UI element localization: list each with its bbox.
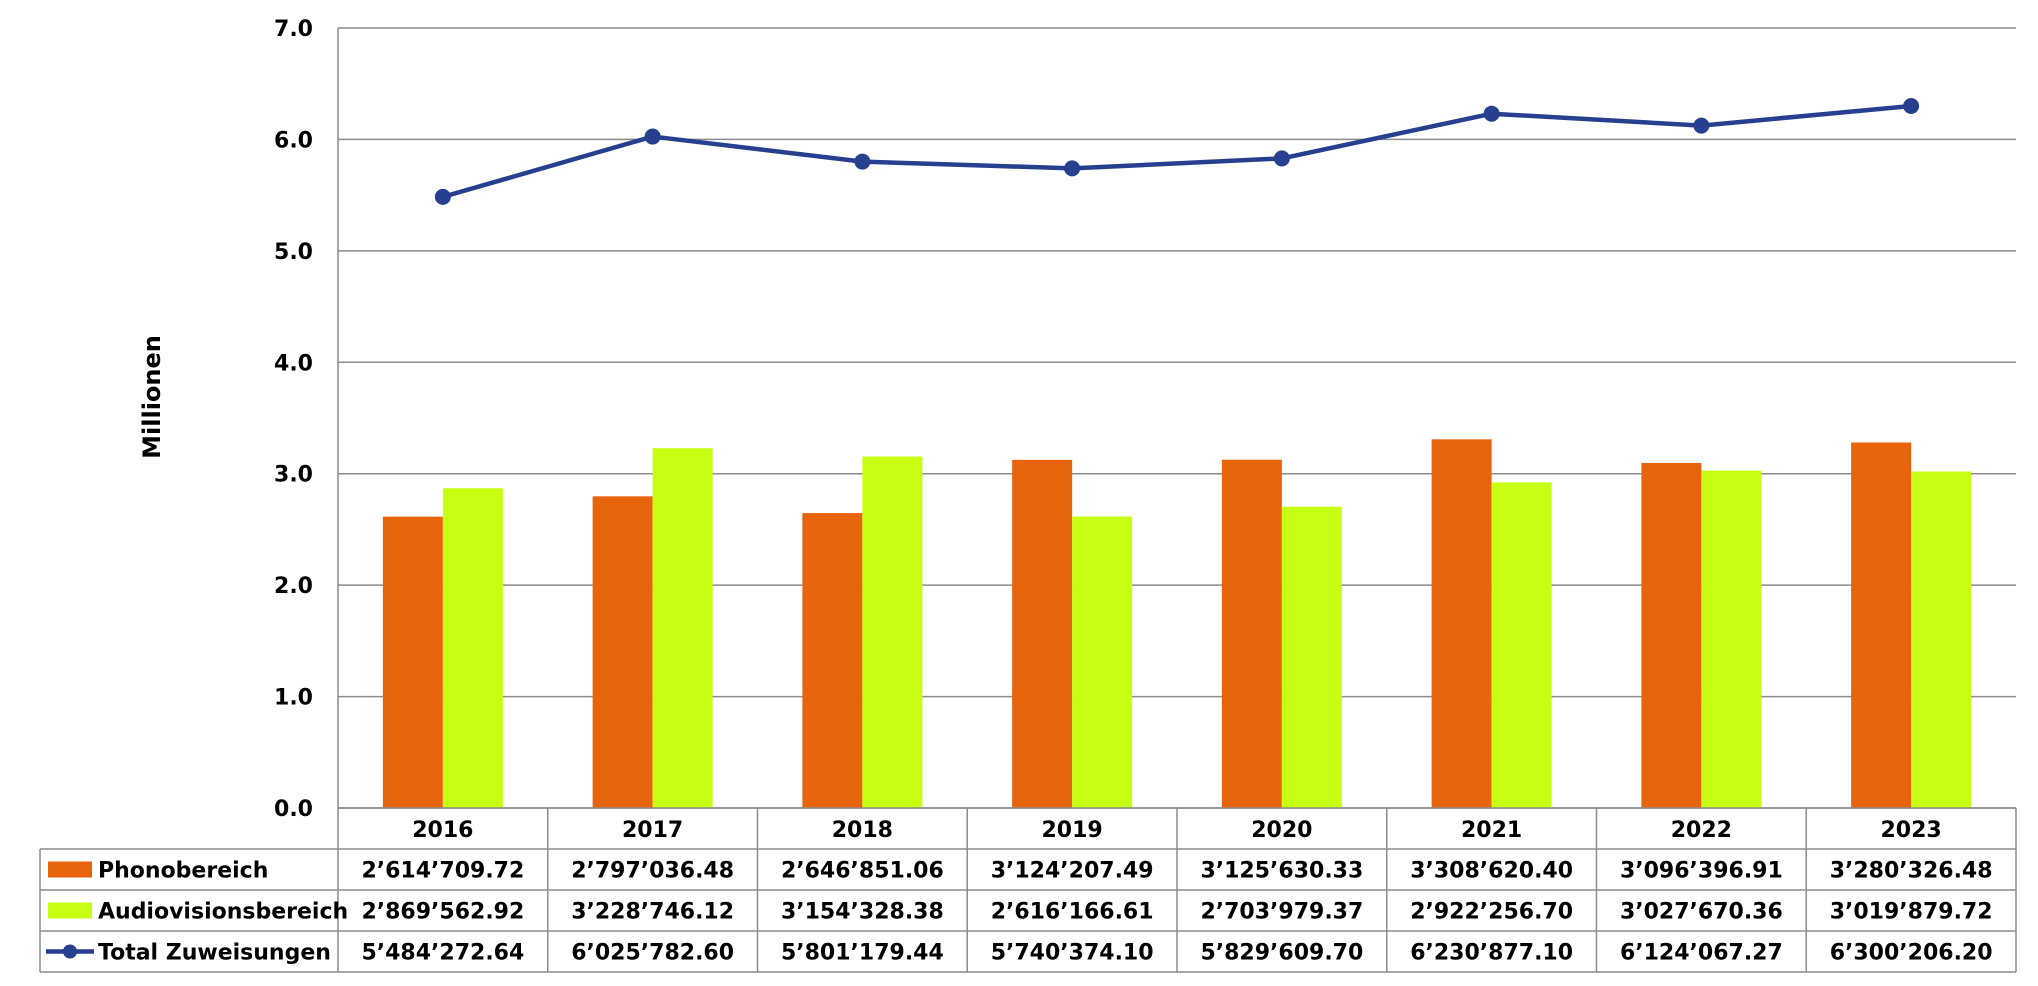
- bar-phonobereich: [1641, 462, 1702, 808]
- y-tick-label: 3.0: [274, 463, 313, 488]
- bar-audiovisionsbereich: [652, 448, 713, 808]
- legend-label: Phonobereich: [98, 859, 268, 884]
- legend-swatch-phonobereich: [48, 861, 92, 878]
- point-total-zuweisungen: [854, 153, 871, 170]
- table-cell-value: 5’829’609.70: [1200, 941, 1363, 966]
- y-tick-label: 4.0: [274, 351, 313, 376]
- legend-label: Audiovisionsbereich: [98, 900, 348, 925]
- bar-phonobereich: [1221, 459, 1282, 808]
- bar-phonobereich: [382, 516, 443, 808]
- table-cell-value: 6’124’067.27: [1620, 941, 1783, 966]
- bar-audiovisionsbereich: [862, 456, 923, 808]
- point-total-zuweisungen: [1064, 160, 1081, 177]
- point-total-zuweisungen: [1273, 150, 1290, 167]
- table-cell-value: 2’614’709.72: [361, 859, 524, 884]
- table-cell-value: 3’154’328.38: [781, 900, 944, 925]
- bar-phonobereich: [592, 496, 653, 808]
- legend-label: Total Zuweisungen: [98, 941, 331, 966]
- table-cell-value: 2’797’036.48: [571, 859, 734, 884]
- table-cell-value: 6’025’782.60: [571, 941, 734, 966]
- table-cell-value: 5’740’374.10: [991, 941, 1154, 966]
- table-cell-value: 2’646’851.06: [781, 859, 944, 884]
- table-cell-value: 2’616’166.61: [991, 900, 1154, 925]
- legend-swatch-audiovisionsbereich: [48, 902, 92, 919]
- point-total-zuweisungen: [434, 188, 451, 205]
- table-cell-value: 5’801’179.44: [781, 941, 944, 966]
- table-cell-value: 3’096’396.91: [1620, 859, 1783, 884]
- table-cell-value: 6’230’877.10: [1410, 941, 1573, 966]
- table-cell-value: 6’300’206.20: [1830, 941, 1993, 966]
- category-label: 2023: [1881, 818, 1942, 843]
- y-tick-label: 5.0: [274, 240, 313, 265]
- category-label: 2019: [1042, 818, 1103, 843]
- bar-audiovisionsbereich: [1491, 482, 1552, 808]
- category-label: 2017: [622, 818, 683, 843]
- y-tick-label: 2.0: [274, 574, 313, 599]
- total-line: [434, 97, 1920, 205]
- table-cell-value: 3’125’630.33: [1200, 859, 1363, 884]
- y-axis-label: Millionen: [138, 335, 166, 459]
- category-label: 2018: [832, 818, 893, 843]
- bar-audiovisionsbereich: [442, 488, 503, 808]
- gridlines: [338, 27, 2016, 809]
- bar-audiovisionsbereich: [1072, 516, 1133, 808]
- point-total-zuweisungen: [1903, 97, 1920, 114]
- category-label: 2022: [1671, 818, 1732, 843]
- bar-audiovisionsbereich: [1281, 506, 1342, 808]
- y-tick-label: 1.0: [274, 686, 313, 711]
- bar-phonobereich: [1431, 439, 1492, 808]
- bar-phonobereich: [1012, 459, 1073, 808]
- table-cell-value: 3’124’207.49: [991, 859, 1154, 884]
- table-cell-value: 3’019’879.72: [1830, 900, 1993, 925]
- y-tick-label: 0.0: [274, 797, 313, 822]
- table-cell-value: 3’228’746.12: [571, 900, 734, 925]
- category-label: 2021: [1461, 818, 1522, 843]
- table-cell-value: 2’703’979.37: [1200, 900, 1363, 925]
- bar-audiovisionsbereich: [1911, 471, 1972, 808]
- table-cell-value: 2’922’256.70: [1410, 900, 1573, 925]
- bar-audiovisionsbereich: [1701, 470, 1762, 808]
- bar-phonobereich: [802, 513, 863, 808]
- axes: 0.0 1.0 2.0 3.0 4.0 5.0 6.0 7.0: [274, 17, 339, 822]
- table-cell-value: 5’484’272.64: [361, 941, 524, 966]
- table-cell-value: 3’027’670.36: [1620, 900, 1783, 925]
- line-total-zuweisungen: [442, 103, 1912, 200]
- bars: [382, 439, 1972, 808]
- point-total-zuweisungen: [644, 128, 661, 145]
- data-table: 2016 2017 2018 2019 2020 2021 2022 2023 Phonober…: [39, 807, 2017, 973]
- bar-phonobereich: [1851, 442, 1912, 808]
- category-label: 2016: [412, 818, 473, 843]
- y-tick-label: 7.0: [274, 17, 313, 42]
- point-total-zuweisungen: [1693, 117, 1710, 134]
- point-total-zuweisungen: [1483, 105, 1500, 122]
- legend-point-marker: [63, 944, 77, 959]
- table-cell-value: 3’308’620.40: [1410, 859, 1573, 884]
- category-label: 2020: [1251, 818, 1312, 843]
- table-cell-value: 2’869’562.92: [361, 900, 524, 925]
- table-cell-value: 3’280’326.48: [1830, 859, 1993, 884]
- y-tick-label: 6.0: [274, 128, 313, 153]
